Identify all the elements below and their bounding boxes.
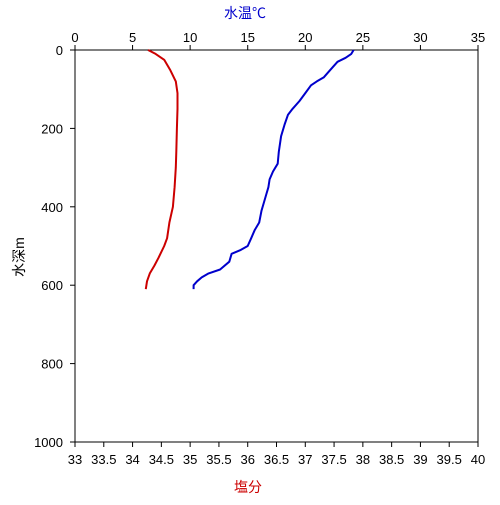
top-tick-label: 5 (129, 30, 136, 45)
top-tick-label: 15 (240, 30, 254, 45)
y-axis-title: 水深m (11, 237, 27, 277)
top-tick-label: 25 (356, 30, 370, 45)
bottom-tick-label: 33 (68, 452, 82, 467)
y-tick-label: 400 (41, 200, 63, 215)
bottom-tick-label: 37 (298, 452, 312, 467)
axis-layer: 0 5 10 15 20 25 30 35 33 33.5 34 34.5 35 35.5 36 36.5 37… (34, 30, 485, 467)
plot-frame (74, 49, 479, 443)
top-tick-label: 0 (71, 30, 78, 45)
bottom-tick-label: 35.5 (206, 452, 231, 467)
y-tick-label: 200 (41, 121, 63, 136)
bottom-tick-label: 34.5 (149, 452, 174, 467)
bottom-tick-label: 36.5 (264, 452, 289, 467)
temperature-series-line (192, 49, 355, 290)
bottom-tick-label: 38.5 (379, 452, 404, 467)
bottom-tick-label: 36 (240, 452, 254, 467)
top-tick-label: 30 (413, 30, 427, 45)
top-tick-label: 10 (183, 30, 197, 45)
bottom-tick-label: 35 (183, 452, 197, 467)
bottom-tick-label: 33.5 (91, 452, 116, 467)
y-tick-label: 600 (41, 278, 63, 293)
y-tick-label: 0 (56, 43, 63, 58)
series-layer (144, 49, 355, 290)
bottom-tick-label: 39 (413, 452, 427, 467)
bottom-tick-label: 37.5 (321, 452, 346, 467)
bottom-tick-label: 39.5 (437, 452, 462, 467)
bottom-tick-label: 38 (356, 452, 370, 467)
salinity-series-line (144, 49, 179, 290)
bottom-axis-title: 塩分 (234, 479, 262, 495)
top-tick-label: 20 (298, 30, 312, 45)
y-tick-label: 800 (41, 357, 63, 372)
y-tick-label: 1000 (34, 435, 63, 450)
bottom-tick-label: 34 (125, 452, 139, 467)
top-axis-title: 水温℃ (224, 5, 266, 21)
bottom-tick-label: 40 (471, 452, 485, 467)
top-tick-label: 35 (471, 30, 485, 45)
